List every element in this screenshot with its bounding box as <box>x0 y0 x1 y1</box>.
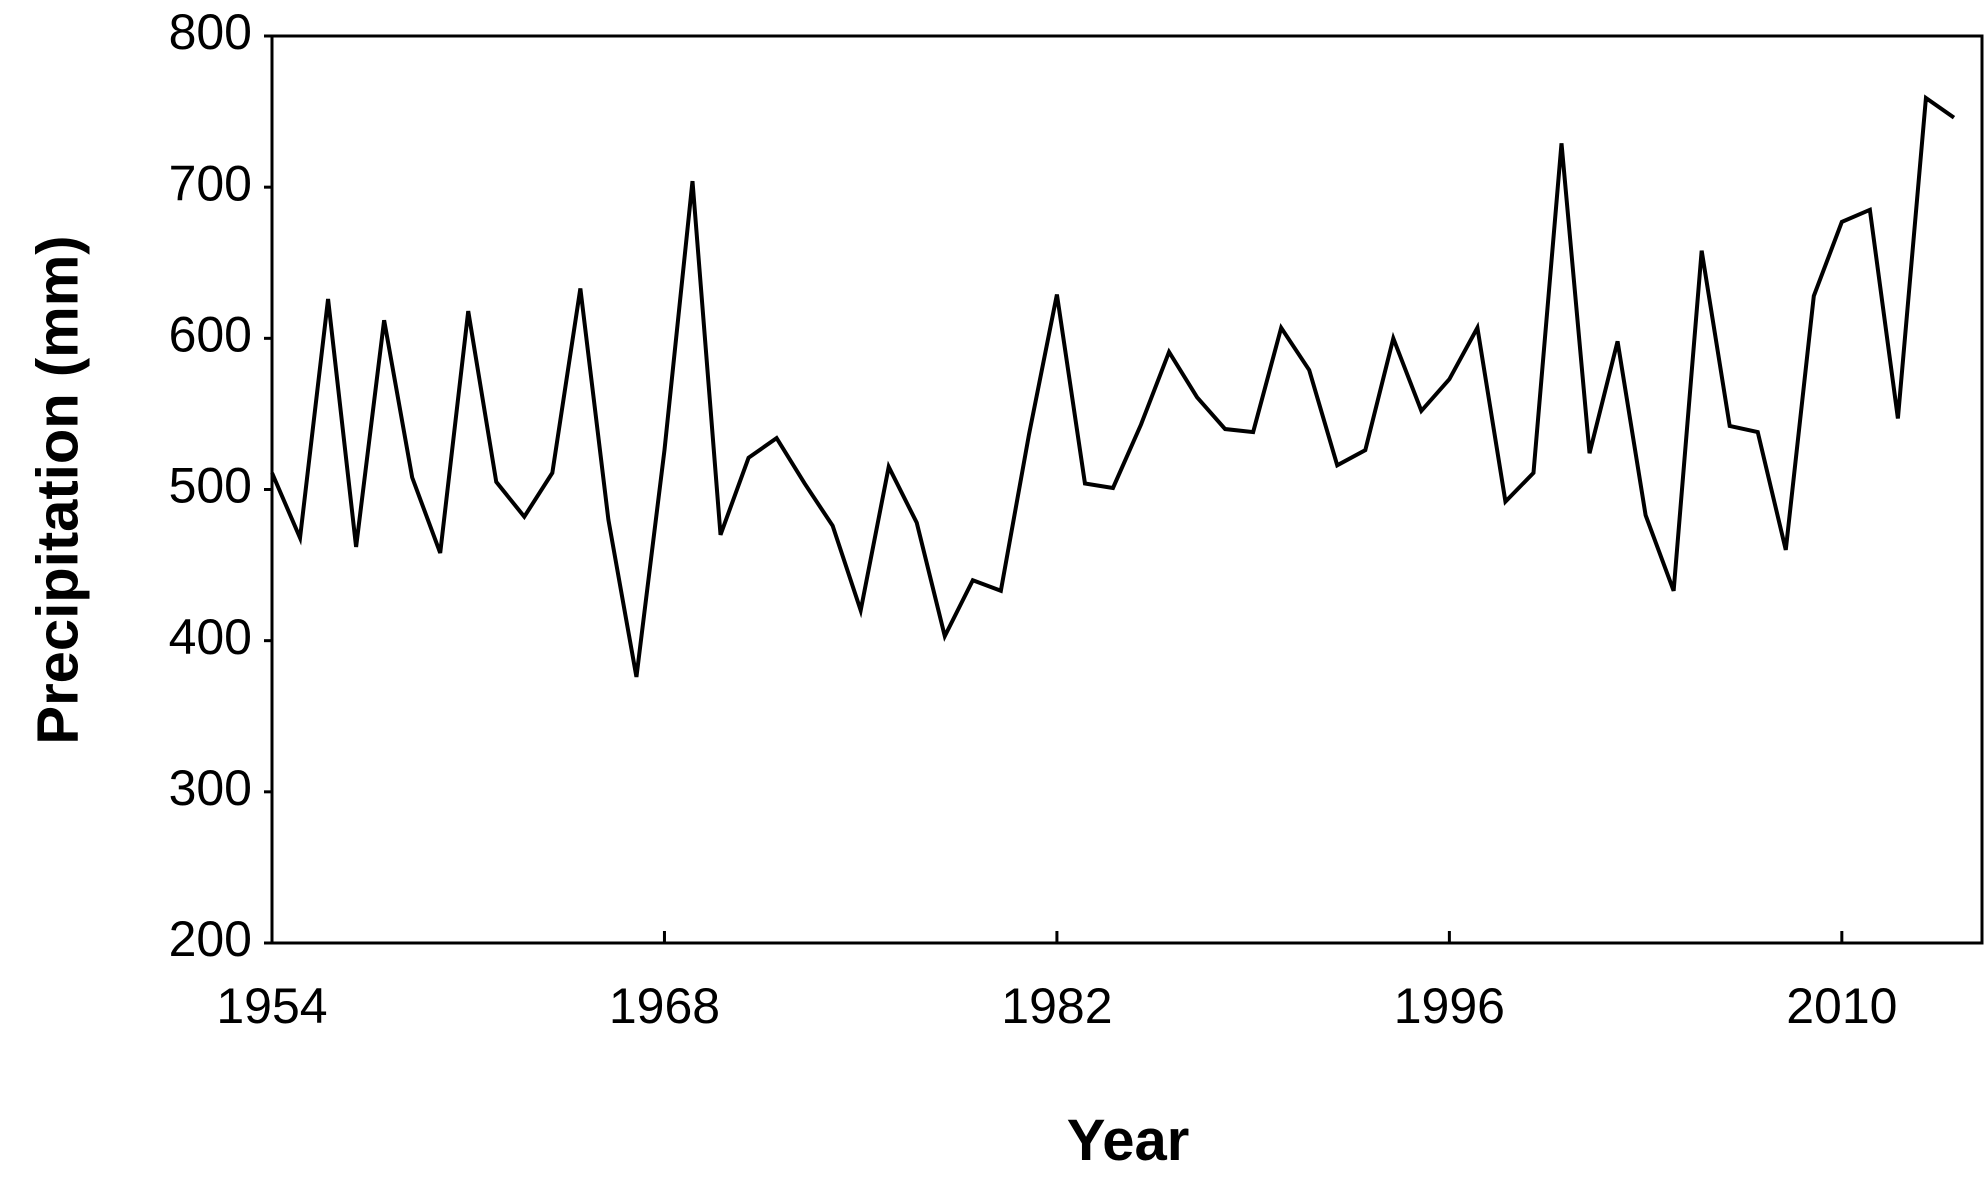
y-tick-label: 200 <box>169 911 252 967</box>
y-tick-label: 700 <box>169 155 252 211</box>
y-tick-label: 500 <box>169 458 252 514</box>
y-tick-label: 800 <box>169 4 252 60</box>
x-tick-label: 1982 <box>1001 978 1112 1034</box>
y-tick-label: 300 <box>169 760 252 816</box>
y-tick-label: 400 <box>169 609 252 665</box>
y-axis-title: Precipitation (mm) <box>25 235 90 744</box>
x-tick-label: 1996 <box>1394 978 1505 1034</box>
y-tick-label: 600 <box>169 307 252 363</box>
x-tick-label: 1968 <box>609 978 720 1034</box>
x-tick-label: 2010 <box>1786 978 1897 1034</box>
data-line <box>270 94 1956 678</box>
plot-frame <box>270 34 1984 945</box>
x-axis-title: Year <box>1067 1108 1190 1173</box>
x-tick-label: 1954 <box>216 978 327 1034</box>
